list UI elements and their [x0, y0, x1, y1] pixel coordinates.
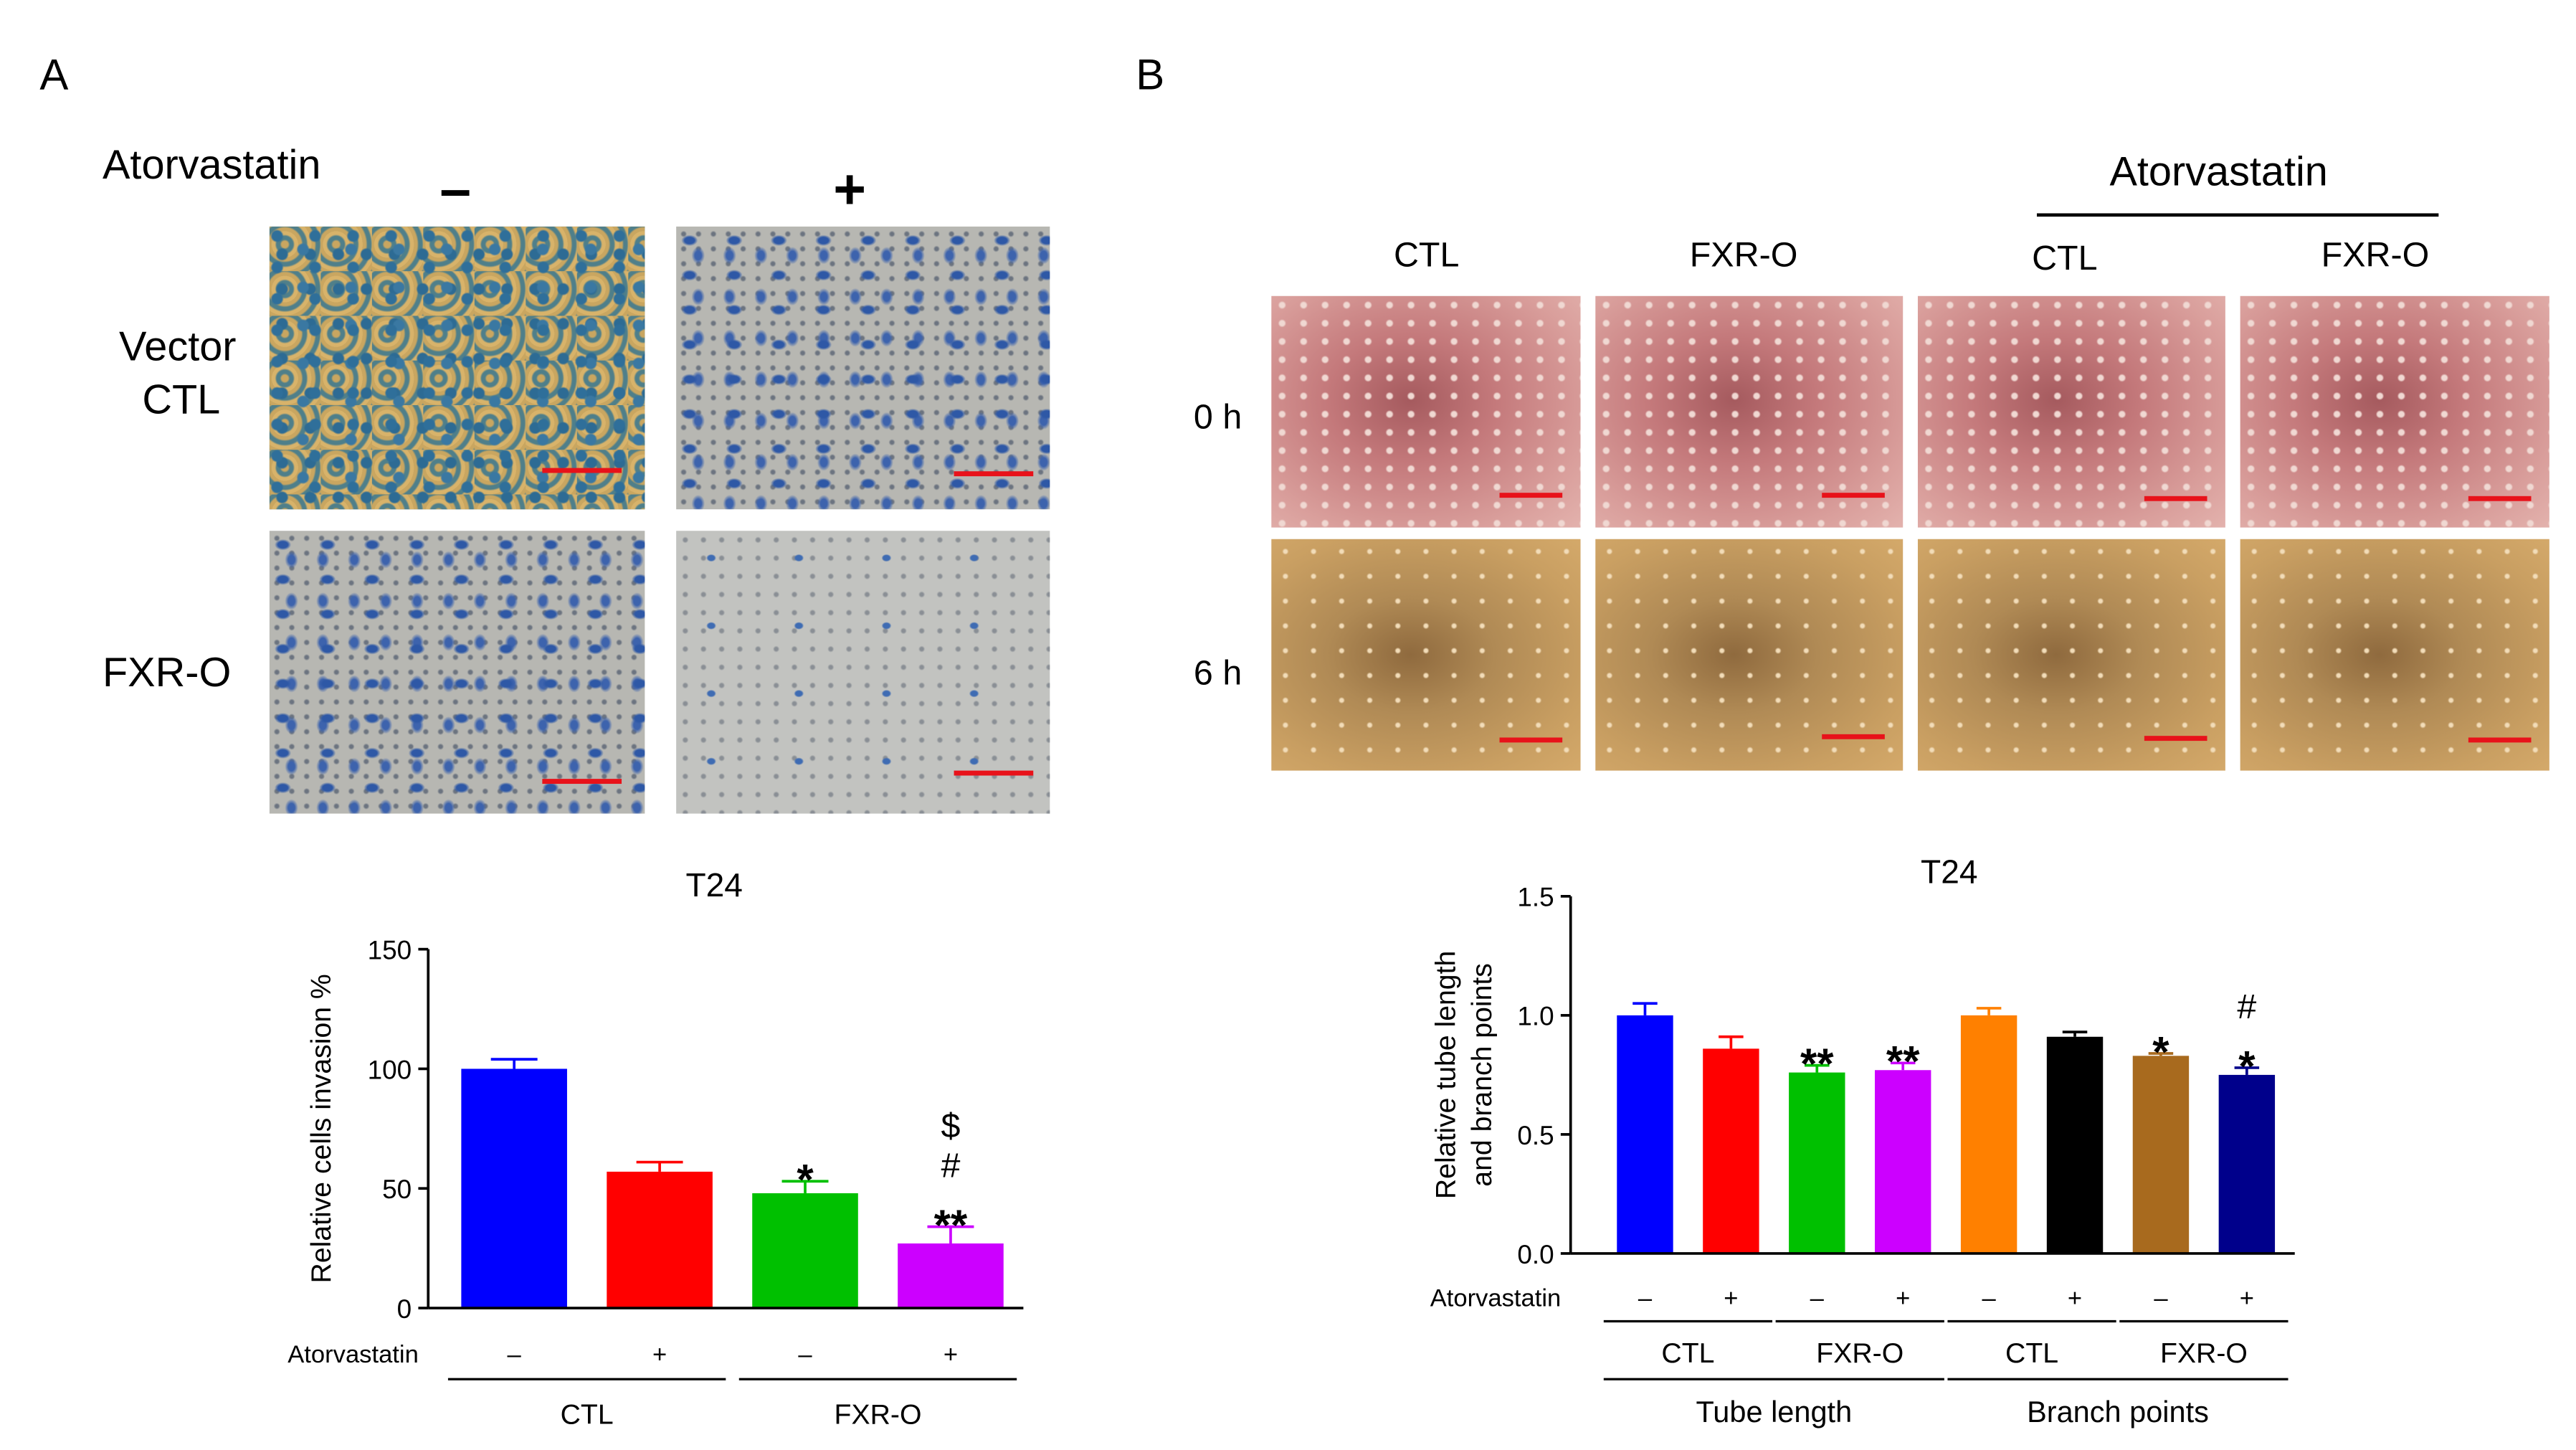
scale-bar [2144, 496, 2207, 501]
scale-bar [542, 779, 622, 785]
scale-bar [542, 468, 622, 473]
scale-bar [2468, 496, 2532, 501]
scale-bar [954, 471, 1034, 477]
group-label: CTL [2005, 1338, 2058, 1369]
category-label: – [2154, 1285, 2168, 1312]
bar [607, 1171, 713, 1309]
category-label: – [1982, 1285, 1997, 1312]
panel-b-col-header-1: CTL [1393, 236, 1460, 275]
tube-image-0h-fxr-o [1595, 295, 1904, 528]
y-tick-label: 100 [368, 1055, 412, 1084]
category-label: – [1638, 1285, 1653, 1312]
category-label: + [1896, 1285, 1910, 1312]
bar [1703, 1048, 1759, 1254]
supergroup-label: Branch points [2027, 1395, 2209, 1428]
scale-bar [954, 770, 1034, 776]
panel-a-col-plus: + [833, 158, 867, 222]
panel-a-treatment-label: Atorvastatin [102, 142, 321, 189]
treatment-bracket-line [2036, 213, 2439, 217]
panel-a-letter: A [39, 49, 69, 100]
scale-bar [1822, 734, 1885, 739]
tube-image-6h-fxr-o-atorvastatin [2240, 539, 2549, 771]
significance-marker: ** [1800, 1040, 1834, 1088]
group-label: CTL [1661, 1338, 1714, 1369]
significance-marker: ** [934, 1201, 968, 1249]
panel-a-row2-label: FXR-O [102, 650, 232, 696]
y-tick-label: 0 [397, 1294, 412, 1324]
y-tick-label: 0.0 [1517, 1240, 1554, 1269]
group-label: FXR-O [835, 1399, 922, 1430]
panel-a-col-minus: – [439, 158, 472, 222]
scale-bar [1499, 493, 1563, 498]
bar [1789, 1072, 1845, 1254]
significance-marker: # [2237, 987, 2256, 1026]
micrograph-vector-ctl-minus [269, 226, 645, 510]
panel-b-col-header-2: FXR-O [1689, 236, 1798, 275]
significance-marker: * [2152, 1028, 2169, 1076]
tube-image-6h-ctl-atorvastatin [1917, 539, 2225, 771]
row-label-atorvastatin: Atorvastatin [1430, 1285, 1562, 1312]
bar [1960, 1015, 2017, 1254]
panel-b-col-header-3: CTL [2032, 240, 2098, 278]
category-label: – [1810, 1285, 1825, 1312]
panel-a-row1-label-line2: CTL [142, 376, 221, 424]
category-label: + [2240, 1285, 2254, 1312]
bar [752, 1193, 858, 1309]
category-label: – [798, 1341, 812, 1368]
category-label: + [1724, 1285, 1738, 1312]
scale-bar [1822, 493, 1885, 498]
supergroup-label: Tube length [1696, 1395, 1853, 1428]
significance-marker: * [2238, 1042, 2256, 1090]
bar [461, 1068, 567, 1309]
panel-b-row-label-0h: 0 h [1193, 398, 1242, 437]
significance-marker: ** [1886, 1038, 1920, 1086]
group-label: FXR-O [2160, 1338, 2248, 1369]
bar [2132, 1056, 2190, 1254]
row-label-atorvastatin: Atorvastatin [287, 1341, 419, 1368]
y-tick-label: 1.5 [1517, 883, 1554, 912]
y-tick-label: 150 [368, 935, 412, 965]
tube-image-6h-fxr-o [1595, 539, 1904, 771]
category-label: – [508, 1341, 522, 1368]
chart-title: T24 [1921, 853, 1977, 890]
tube-image-0h-ctl-atorvastatin [1917, 295, 2225, 528]
scale-bar [2468, 737, 2532, 743]
micrograph-fxr-o-minus [269, 531, 645, 814]
bar [1617, 1015, 1673, 1254]
bar [2218, 1074, 2276, 1254]
tube-image-0h-fxr-o-atorvastatin [2240, 295, 2549, 528]
y-axis-label: Relative tube length [1430, 951, 1461, 1199]
category-label: + [652, 1341, 667, 1368]
category-label: + [2068, 1285, 2082, 1312]
bar [2046, 1036, 2104, 1254]
bar [1875, 1070, 1931, 1254]
tube-image-0h-ctl [1271, 295, 1581, 528]
bar [898, 1243, 1004, 1309]
panel-b-col-header-4: FXR-O [2321, 236, 2430, 275]
significance-marker: * [797, 1156, 814, 1204]
scale-bar [2144, 736, 2207, 741]
y-axis-label: Relative cells invasion % [306, 974, 337, 1283]
y-axis-label: and branch points [1467, 963, 1498, 1187]
panel-a-row1-label-line1: Vector [119, 323, 237, 371]
scale-bar [1499, 737, 1563, 743]
group-label: CTL [561, 1399, 614, 1430]
tube-image-6h-ctl [1271, 539, 1581, 771]
category-label: + [944, 1341, 958, 1368]
group-label: FXR-O [1816, 1338, 1904, 1369]
micrograph-vector-ctl-plus [676, 226, 1050, 510]
y-tick-label: 1.0 [1517, 1002, 1554, 1031]
significance-marker: $ [941, 1107, 960, 1145]
significance-marker: # [941, 1146, 960, 1185]
y-tick-label: 0.5 [1517, 1121, 1554, 1150]
micrograph-fxr-o-plus [676, 531, 1050, 814]
panel-b-letter: B [1136, 49, 1165, 100]
chart-title: T24 [685, 866, 742, 904]
y-tick-label: 50 [382, 1175, 412, 1204]
panel-b-treatment-label: Atorvastatin [2109, 148, 2328, 196]
panel-b-row-label-6h: 6 h [1193, 655, 1242, 693]
